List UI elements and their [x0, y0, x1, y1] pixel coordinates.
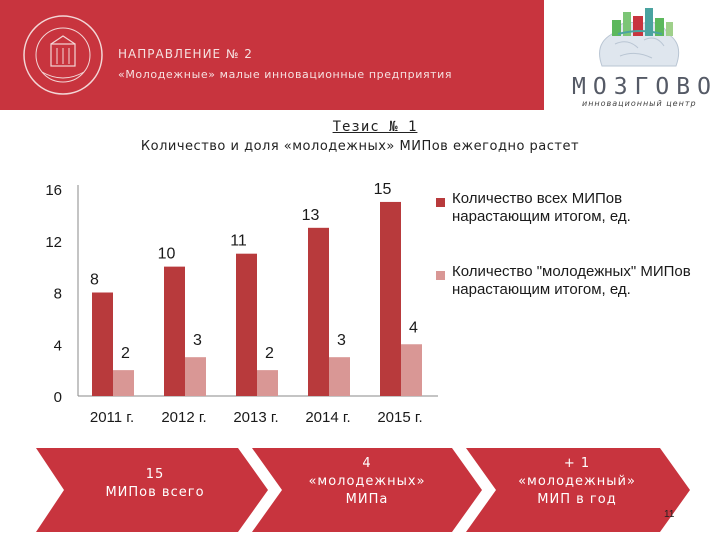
- x-tick-label-4: 2015 г.: [377, 409, 422, 426]
- y-tick-label-2: 8: [54, 286, 62, 303]
- arrow-2-label-2: МИПа: [345, 492, 389, 507]
- brand-name: МОЗГОВО: [572, 74, 718, 100]
- bar-s2-3: [329, 357, 350, 396]
- arrow-shape-1: [36, 448, 268, 532]
- y-tick-label-0: 0: [54, 389, 62, 406]
- data-label-s2-4: 4: [409, 319, 418, 336]
- y-tick-label-4: 16: [45, 182, 62, 199]
- brand-subtitle: инновационный центр: [582, 99, 697, 108]
- x-tick-label-1: 2012 г.: [161, 409, 206, 426]
- bar-s2-1: [185, 357, 206, 396]
- arrow-text-2: 4 «молодежных» МИПа: [282, 455, 452, 509]
- summary-arrows: [36, 448, 690, 532]
- legend-swatch-all: [436, 198, 445, 207]
- x-tick-label-0: 2011 г.: [90, 409, 134, 426]
- bar-s1-1: [164, 266, 185, 396]
- bar-s2-4: [401, 344, 422, 396]
- brand-logo: МОЗГОВО инновационный центр: [560, 4, 720, 108]
- data-label-s2-1: 3: [193, 332, 202, 349]
- arrow-2-value: 4: [362, 456, 372, 471]
- bar-s1-4: [380, 201, 401, 396]
- page-number: 11: [664, 509, 675, 520]
- bar-s1-3: [308, 227, 329, 396]
- data-label-s2-3: 3: [337, 332, 346, 349]
- brain-city-icon: [599, 8, 680, 67]
- legend-label-youth: Количество "молодежных" МИПов нарастающи…: [452, 263, 691, 298]
- arrow-3-label: «молодежный»: [518, 474, 636, 489]
- x-tick-label-3: 2014 г.: [305, 409, 350, 426]
- bar-s1-2: [236, 253, 257, 396]
- data-label-s1-0: 8: [90, 272, 99, 289]
- data-label-s1-4: 15: [374, 181, 392, 198]
- arrow-3-label-2: МИП в год: [537, 492, 617, 507]
- x-tick-label-2: 2013 г.: [233, 409, 278, 426]
- data-label-s1-3: 13: [302, 207, 320, 224]
- arrow-shape-3: [466, 448, 690, 532]
- bar-s2-0: [113, 370, 134, 396]
- thesis-title: Тезис № 1: [332, 119, 418, 135]
- header: НАПРАВЛЕНИЕ № 2 «Молодежные» малые иннов…: [0, 0, 720, 110]
- bar-s2-2: [257, 370, 278, 396]
- slide-subtitle: Количество и доля «молодежных» МИПов еже…: [140, 139, 580, 154]
- legend-swatch-youth: [436, 271, 445, 280]
- direction-subtitle: «Молодежные» малые инновационные предпри…: [118, 68, 453, 81]
- header-red-band: [0, 0, 544, 110]
- legend-label-all: Количество всех МИПов нарастающим итогом…: [452, 190, 631, 225]
- data-label-s2-2: 2: [265, 345, 274, 362]
- arrow-text-3: + 1 «молодежный» МИП в год: [492, 455, 662, 509]
- university-seal-icon: [23, 15, 103, 95]
- bar-s1-0: [92, 292, 113, 396]
- y-tick-label-3: 12: [45, 234, 62, 251]
- arrow-1-label: МИПов всего: [105, 485, 205, 500]
- direction-title: НАПРАВЛЕНИЕ № 2: [118, 47, 253, 61]
- data-label-s1-2: 11: [230, 233, 247, 250]
- y-tick-label-1: 4: [54, 337, 62, 354]
- arrow-text-1: 15 МИПов всего: [70, 466, 240, 502]
- arrow-1-value: 15: [145, 467, 165, 482]
- data-label-s2-0: 2: [121, 345, 130, 362]
- arrow-3-value: + 1: [563, 456, 591, 471]
- bar-chart: 0 4 8 12 16 2011 г. 2012 г. 2013 г. 2014 г. 2015 …: [45, 181, 438, 426]
- arrow-2-label: «молодежных»: [308, 474, 426, 489]
- data-label-s1-1: 10: [158, 246, 176, 263]
- arrow-shape-2: [252, 448, 482, 532]
